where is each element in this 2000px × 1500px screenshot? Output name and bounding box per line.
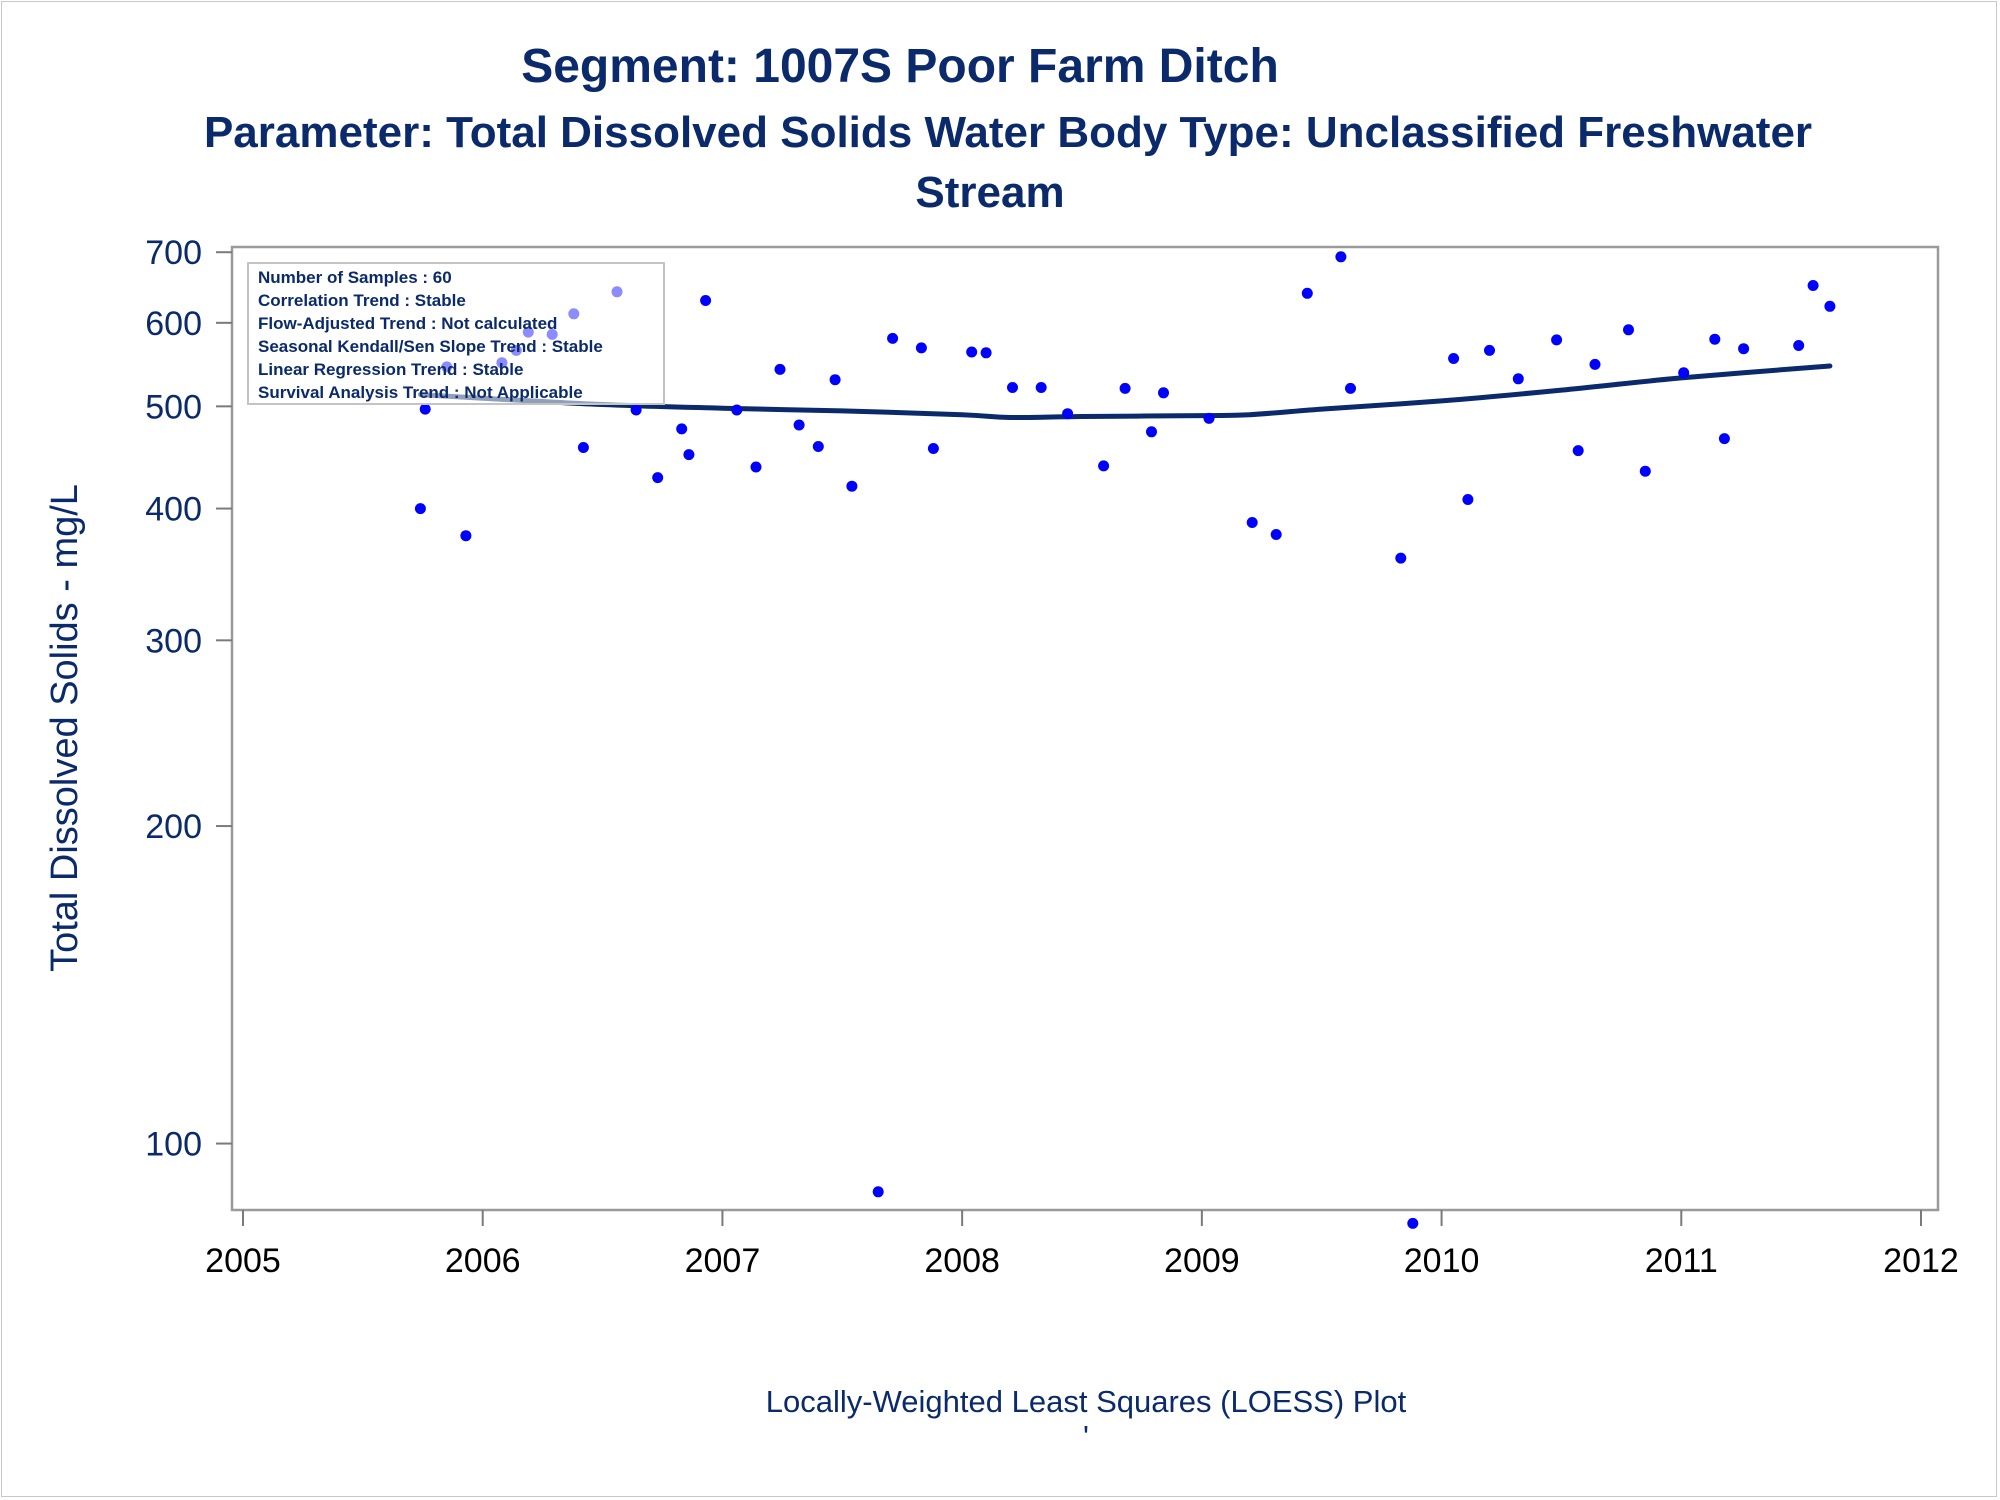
data-point-41: [1345, 382, 1356, 394]
data-point-17: [750, 461, 762, 473]
y-tick-label-6: 700: [145, 234, 202, 272]
y-tick-label-5: 600: [145, 305, 202, 343]
data-point-33: [1119, 382, 1131, 394]
data-point-46: [1484, 344, 1495, 356]
chart-subtitle-line2: Stream: [915, 168, 1064, 217]
data-point-19: [793, 419, 805, 431]
data-point-38: [1270, 529, 1282, 540]
x-tick-label-7: 2012: [1883, 1242, 1959, 1280]
y-tick-label-0: 100: [145, 1126, 202, 1164]
y-tick-label-1: 200: [145, 808, 202, 846]
data-point-13: [676, 423, 688, 435]
stats-line-3: Seasonal Kendall/Sen Slope Trend : Stabl…: [258, 337, 603, 356]
data-point-12: [652, 472, 664, 484]
loess-line: [417, 363, 1833, 421]
data-point-56: [1738, 343, 1750, 355]
data-point-23: [872, 1186, 884, 1198]
data-point-21: [829, 374, 841, 386]
chart-title: Segment: 1007S Poor Farm Ditch: [521, 40, 1279, 93]
stats-line-2: Flow-Adjusted Trend : Not calculated: [258, 314, 557, 333]
data-point-36: [1203, 412, 1215, 424]
data-point-45: [1462, 494, 1474, 505]
data-point-43: [1407, 1217, 1419, 1229]
x-tick-label-1: 2006: [445, 1242, 521, 1280]
data-point-16: [731, 404, 743, 416]
data-point-15: [700, 295, 712, 306]
data-point-14: [683, 449, 695, 461]
x-tick-label-2: 2007: [685, 1242, 761, 1280]
x-tick-label-0: 2005: [205, 1242, 281, 1280]
data-point-28: [980, 347, 992, 359]
data-point-20: [812, 441, 824, 452]
footnote-mark: ': [1083, 1419, 1089, 1454]
plot-footnote: Locally-Weighted Least Squares (LOESS) P…: [766, 1384, 1407, 1419]
data-point-3: [460, 530, 472, 542]
data-point-9: [577, 442, 589, 453]
data-point-58: [1807, 280, 1819, 291]
data-point-40: [1335, 251, 1347, 263]
y-axis-label: Total Dissolved Solids - mg/L: [44, 484, 86, 972]
data-point-34: [1146, 426, 1157, 438]
stats-inset: Number of Samples : 60 Correlation Trend …: [247, 262, 665, 405]
chart-subtitle-line1: Parameter: Total Dissolved Solids Water …: [204, 108, 1812, 157]
plot-area: [230, 245, 1940, 1212]
data-point-35: [1158, 387, 1169, 399]
data-point-53: [1678, 367, 1690, 379]
data-point-49: [1572, 445, 1584, 457]
data-point-24: [887, 332, 899, 344]
y-tick-label-3: 400: [145, 491, 202, 529]
data-point-50: [1589, 358, 1601, 370]
x-tick-label-6: 2011: [1645, 1242, 1718, 1280]
x-axis: 2005 2006 2007 2008 2009 2010 2011 2012: [205, 1210, 1959, 1280]
y-tick-label-2: 300: [145, 622, 202, 660]
data-point-26: [927, 443, 939, 454]
y-tick-label-4: 500: [145, 388, 202, 426]
data-point-27: [966, 346, 978, 358]
x-tick-label-3: 2008: [924, 1242, 1000, 1280]
data-point-18: [774, 363, 786, 375]
data-point-1: [419, 403, 431, 415]
data-point-29: [1007, 382, 1018, 393]
data-point-30: [1035, 382, 1047, 393]
x-tick-label-5: 2010: [1404, 1242, 1480, 1280]
y-axis: 100 200 300 400 500 600 700: [145, 234, 232, 1164]
data-point-44: [1448, 353, 1460, 364]
data-point-37: [1246, 517, 1258, 528]
data-point-39: [1301, 287, 1313, 299]
data-point-32: [1098, 460, 1110, 472]
stats-line-4: Linear Regression Trend : Stable: [258, 360, 523, 379]
data-point-22: [846, 480, 858, 492]
data-point-57: [1793, 340, 1805, 351]
data-point-42: [1395, 552, 1407, 564]
x-tick-label-4: 2009: [1164, 1242, 1240, 1280]
data-point-31: [1062, 408, 1074, 420]
data-point-51: [1623, 324, 1634, 336]
data-point-0: [414, 503, 426, 515]
stats-box: [247, 262, 665, 405]
data-point-59: [1824, 300, 1836, 312]
stats-line-0: Number of Samples : 60: [258, 268, 452, 287]
data-point-11: [630, 404, 642, 416]
stats-line-1: Correlation Trend : Stable: [258, 291, 466, 310]
data-point-55: [1718, 433, 1730, 445]
data-point-54: [1709, 333, 1721, 345]
stats-line-5: Survival Analysis Trend : Not Applicable: [258, 383, 583, 402]
data-point-52: [1639, 465, 1651, 477]
data-point-47: [1512, 373, 1524, 385]
data-point-25: [915, 342, 927, 354]
loess-layer: [417, 363, 1833, 421]
data-point-48: [1551, 334, 1563, 346]
